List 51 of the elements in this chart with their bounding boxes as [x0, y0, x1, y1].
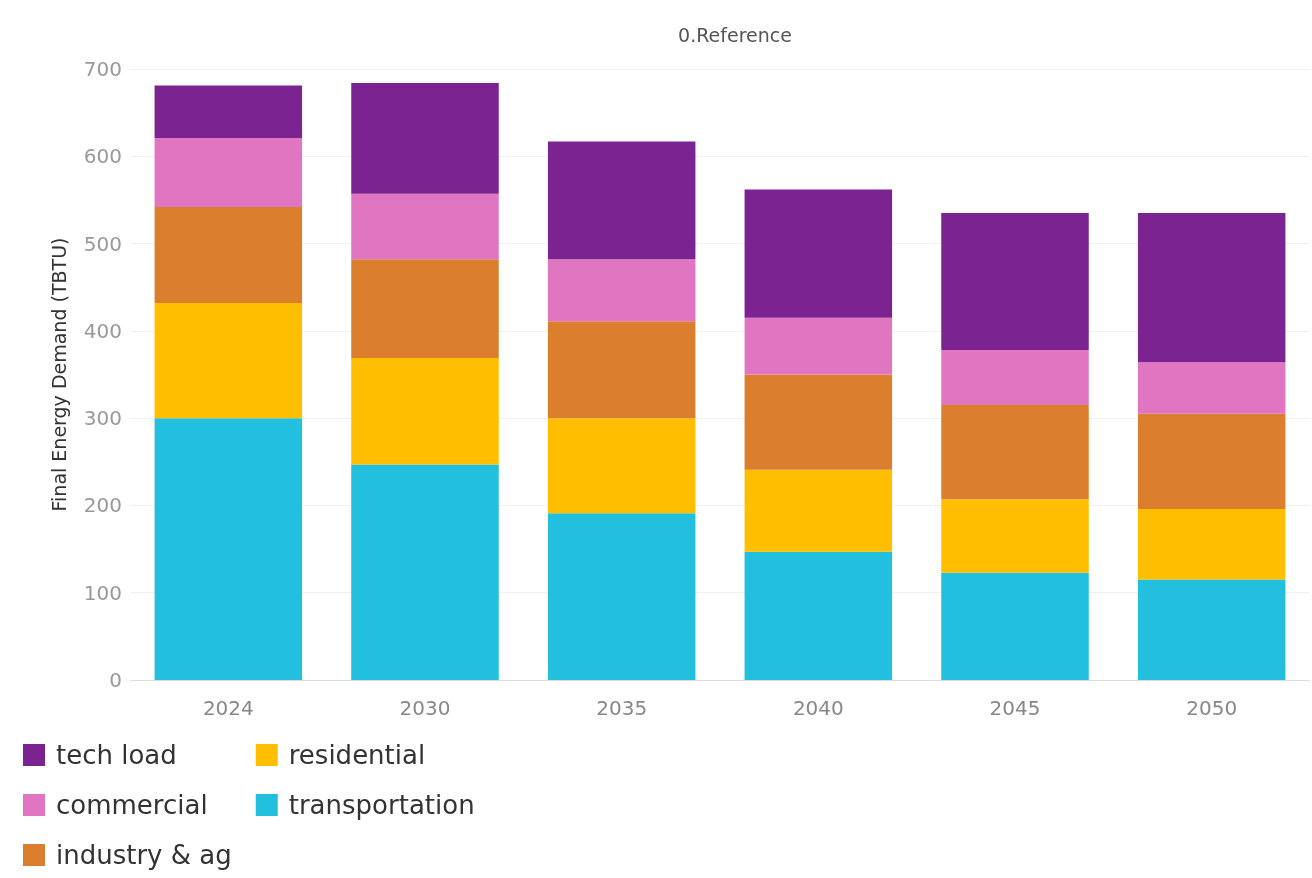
bar — [351, 357, 499, 465]
legend-label: transportation — [288, 790, 475, 820]
y-tick-label: 500 — [83, 231, 122, 256]
y-axis-title: Final Energy Demand (TBTU) — [47, 237, 70, 512]
bar — [1137, 362, 1286, 414]
bar — [1137, 579, 1286, 680]
bar — [744, 317, 893, 375]
y-tick-label: 600 — [83, 144, 122, 169]
y-tick-label: 0 — [109, 668, 122, 692]
bar — [941, 405, 1089, 500]
x-tick-label: 2024 — [202, 696, 254, 720]
bar — [547, 418, 696, 514]
bar — [547, 141, 696, 260]
bar — [941, 350, 1089, 406]
legend-label: residential — [288, 740, 426, 770]
bar — [744, 469, 893, 552]
y-tick-label: 400 — [83, 318, 122, 343]
legend-label: commercial — [56, 790, 208, 820]
bar — [154, 418, 303, 680]
bar — [351, 464, 499, 680]
y-tick-label: 100 — [83, 580, 122, 605]
bar — [351, 259, 499, 358]
bar — [547, 513, 696, 680]
bar — [744, 374, 893, 470]
y-tick-label: 200 — [83, 493, 122, 518]
x-tick-label: 2040 — [792, 696, 844, 720]
bar — [154, 85, 303, 138]
y-tick-label: 700 — [83, 57, 122, 81]
y-tick-label: 300 — [83, 406, 122, 431]
bar — [941, 572, 1089, 680]
x-tick-label: 2035 — [596, 696, 648, 720]
bar — [154, 137, 303, 207]
bar — [154, 206, 303, 303]
bar — [941, 213, 1089, 351]
x-tick-label: 2050 — [1186, 696, 1238, 720]
legend-label: industry & ag — [56, 840, 232, 870]
bar — [351, 193, 499, 260]
legend-label: tech load — [56, 740, 177, 770]
chart-title: 0.Reference — [678, 23, 792, 46]
bar — [1137, 413, 1286, 509]
bar — [941, 499, 1089, 573]
bar — [1137, 213, 1286, 363]
bar — [351, 82, 499, 194]
bar — [547, 321, 696, 419]
x-tick-label: 2030 — [399, 696, 451, 720]
bar — [547, 259, 696, 322]
bar — [744, 189, 893, 318]
bar — [744, 551, 893, 680]
x-tick-label: 2045 — [989, 696, 1041, 720]
bar — [154, 302, 303, 419]
bar — [1137, 508, 1286, 580]
